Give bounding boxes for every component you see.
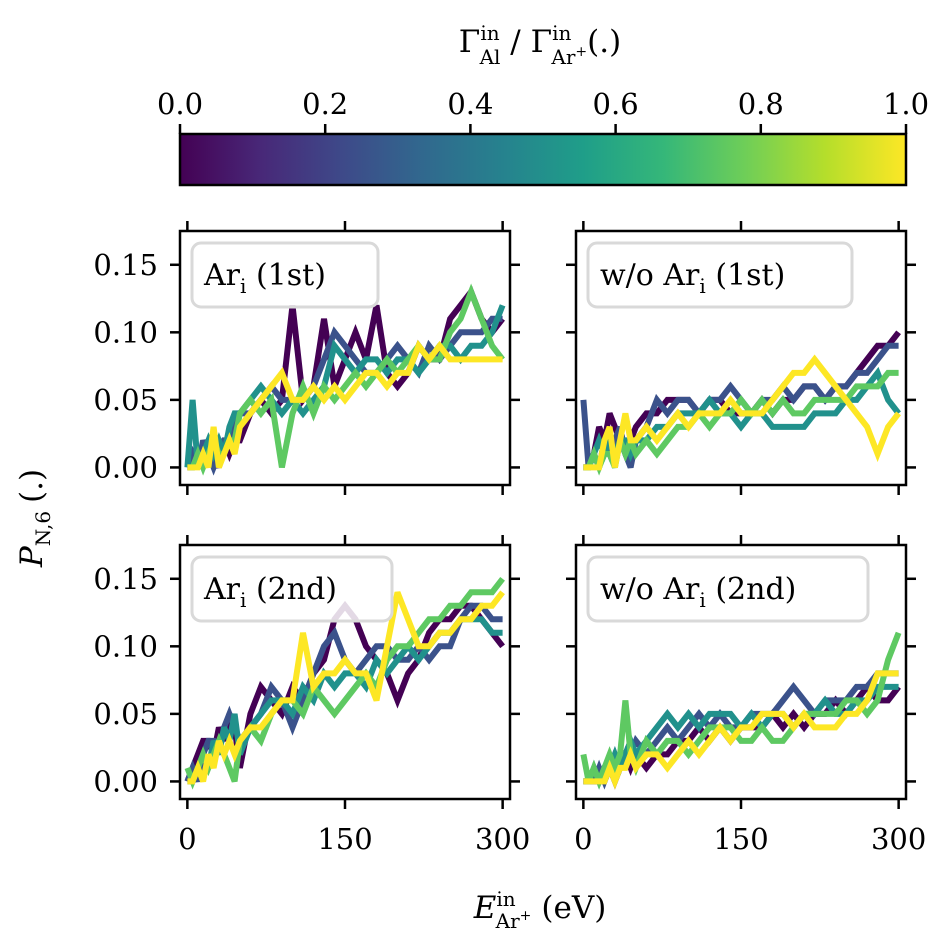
legend-suffix: (1st) bbox=[706, 258, 785, 293]
y-tick-label: 0.15 bbox=[93, 562, 158, 596]
legend-suffix: (2nd) bbox=[246, 572, 337, 607]
x-tick-label: 0 bbox=[178, 822, 196, 856]
y-axis-title: PN,6 (.) bbox=[14, 469, 55, 568]
series-line-5 bbox=[583, 670, 899, 790]
y-tick-label: 0.05 bbox=[93, 697, 158, 731]
x-tick-label: 0 bbox=[574, 822, 592, 856]
panel-top-left: 0.00 0.05 0.10 0.15 Ari (1st) bbox=[93, 221, 520, 495]
x-tick-label: 150 bbox=[317, 822, 372, 856]
colorbar-label-gamma-2: Γ bbox=[531, 24, 553, 60]
series-group bbox=[184, 576, 505, 790]
colorbar-ticks: 0.0 0.2 0.4 0.6 0.8 1.0 bbox=[157, 87, 929, 134]
legend-subscript: i bbox=[240, 274, 246, 298]
colorbar-label-sep: / bbox=[500, 24, 530, 60]
colorbar-gradient bbox=[178, 132, 908, 187]
colorbar-tick-label: 0.0 bbox=[157, 87, 203, 121]
colorbar-label-sup-1: in bbox=[480, 21, 499, 45]
legend-text: w/o Ari (1st) bbox=[600, 258, 785, 298]
series-line-5 bbox=[583, 354, 901, 471]
y-tick-label: 0.00 bbox=[93, 764, 158, 798]
x-axis-title-superscript: in bbox=[496, 887, 515, 911]
colorbar-tick-label: 0.6 bbox=[593, 87, 639, 121]
legend-base: Ar bbox=[203, 258, 241, 293]
y-tick-label: 0.05 bbox=[93, 383, 158, 417]
y-axis-title-subscript: N,6 bbox=[31, 511, 55, 546]
legend-subscript: i bbox=[699, 588, 705, 612]
x-axis-title-symbol: E bbox=[473, 890, 497, 926]
y-tick-label: 0.15 bbox=[93, 248, 158, 282]
colorbar-label-gamma-1: Γ bbox=[459, 24, 481, 60]
panel-bottom-left: 0.00 0.05 0.10 0.15 0 150 300 Ari (2nd) bbox=[93, 535, 530, 856]
legend-suffix: (1st) bbox=[246, 258, 325, 293]
x-axis-title-unit: (eV) bbox=[541, 890, 606, 926]
legend-box bbox=[190, 241, 380, 309]
legend-subscript: i bbox=[699, 274, 705, 298]
x-axis-title: Ein Ar+ (eV) bbox=[473, 887, 607, 933]
panel-top-right: w/o Ari (1st) bbox=[566, 221, 916, 495]
colorbar-tick-label: 0.8 bbox=[738, 87, 784, 121]
series-line-4 bbox=[580, 631, 902, 790]
panel-bottom-right: 0 150 300 w/o Ari (2nd) bbox=[566, 535, 926, 856]
legend-text: w/o Ari (2nd) bbox=[600, 572, 796, 612]
colorbar-label-sup-2: in bbox=[552, 21, 571, 45]
legend-base: Ar bbox=[203, 572, 241, 607]
colorbar-label-sub-2-sup: + bbox=[575, 44, 587, 60]
colorbar-label-unit: (.) bbox=[587, 24, 621, 60]
series-group bbox=[580, 330, 901, 476]
colorbar-label-sub-2: Ar bbox=[550, 45, 575, 69]
x-axis-title-subscript-sup: + bbox=[520, 908, 532, 924]
x-axis-title-subscript: Ar bbox=[495, 909, 520, 933]
legend-text: Ari (1st) bbox=[203, 258, 326, 298]
legend-box bbox=[586, 555, 870, 623]
colorbar-tick-label: 0.4 bbox=[447, 87, 493, 121]
colorbar-label: Γin Al / Γin Ar+(.) bbox=[459, 21, 621, 69]
legend-base: w/o Ar bbox=[600, 572, 700, 607]
x-tick-label: 300 bbox=[871, 822, 926, 856]
x-tick-label: 300 bbox=[475, 822, 530, 856]
y-tick-label: 0.10 bbox=[93, 629, 158, 663]
y-tick-label: 0.10 bbox=[93, 315, 158, 349]
legend-box bbox=[190, 555, 394, 623]
x-tick-label: 150 bbox=[713, 822, 768, 856]
legend-box bbox=[586, 241, 854, 309]
series-group bbox=[184, 283, 506, 476]
y-tick-label: 0.00 bbox=[93, 450, 158, 484]
colorbar: Γin Al / Γin Ar+(.) 0.0 0.2 0.4 0.6 0.8 1.0 bbox=[157, 21, 929, 187]
series-line-3 bbox=[583, 366, 901, 471]
legend-base: w/o Ar bbox=[600, 258, 700, 293]
series-line-5 bbox=[187, 590, 505, 785]
colorbar-tick-label: 0.2 bbox=[302, 87, 348, 121]
y-axis-title-unit: (.) bbox=[14, 469, 50, 503]
legend-subscript: i bbox=[240, 588, 246, 612]
y-axis-title-symbol: P bbox=[14, 545, 50, 568]
colorbar-label-sub-1: Al bbox=[479, 45, 501, 69]
panels: 0.000.050.100.15 Ari (1st) w/o Ari (1st)0.… bbox=[93, 221, 926, 856]
colorbar-tick-label: 1.0 bbox=[883, 87, 929, 121]
series-group bbox=[580, 631, 902, 790]
legend-suffix: (2nd) bbox=[706, 572, 797, 607]
legend-text: Ari (2nd) bbox=[203, 572, 337, 612]
series-line-5 bbox=[187, 339, 503, 471]
